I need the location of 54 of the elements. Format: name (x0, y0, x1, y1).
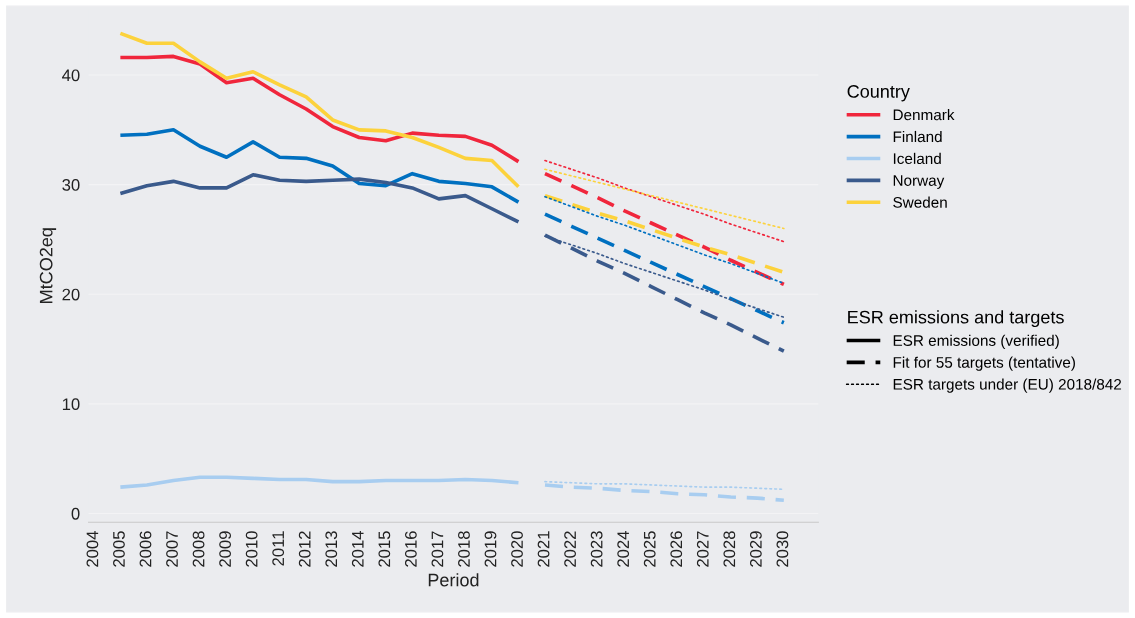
x-tick-label: 2017 (431, 531, 444, 567)
line-series (118, 31, 521, 189)
x-tick-label: 2025 (643, 531, 656, 567)
x-tick-label: 2030 (776, 531, 789, 567)
x-tick-label: 2027 (696, 531, 709, 567)
x-tick-label: 2009 (219, 531, 231, 567)
x-tick-label: 2018 (458, 531, 470, 567)
x-axis-title: Period (428, 573, 479, 587)
y-tick-label: 20 (62, 288, 80, 301)
legend-label: Sweden (893, 196, 947, 208)
y-axis-title: MtCO2eq (39, 228, 57, 303)
line-series (543, 171, 786, 287)
line-series (543, 483, 786, 503)
legend-label: ESR emissions (verified) (893, 334, 1059, 349)
x-tick-label: 2021 (537, 531, 550, 567)
y-tick-label: 0 (71, 507, 80, 520)
x-tick-label: 2019 (484, 531, 497, 567)
line-series (118, 128, 521, 204)
legend-label: Iceland (893, 152, 941, 165)
y-tick-label: 10 (62, 398, 80, 411)
legend-label: Norway (893, 175, 945, 189)
line-series (118, 54, 521, 164)
x-tick-label: 2024 (617, 531, 630, 567)
legend-label: Fit for 55 targets (tentative) (893, 356, 1075, 371)
x-tick-label: 2026 (670, 531, 683, 567)
x-tick-label: 2011 (272, 531, 285, 566)
line-series (118, 475, 521, 489)
x-tick-label: 2029 (749, 531, 762, 567)
x-tick-label: 2028 (723, 531, 736, 567)
legend-label: Denmark (893, 109, 955, 121)
x-tick-label: 2008 (192, 531, 205, 567)
x-tick-label: 2013 (325, 531, 338, 567)
y-tick-label: 40 (62, 69, 80, 82)
legend-label: ESR targets under (EU) 2018/842 (893, 378, 1122, 393)
line-series (118, 172, 521, 224)
x-tick-label: 2020 (511, 531, 523, 567)
x-tick-label: 2012 (298, 531, 311, 567)
text: ESR emissions and targets (848, 310, 1064, 328)
x-tick-label: 2014 (351, 531, 364, 567)
x-tick-label: 2004 (86, 531, 99, 567)
x-tick-label: 2016 (404, 531, 417, 567)
line-series (544, 168, 785, 230)
x-tick-label: 2005 (113, 531, 125, 567)
x-tick-label: 2010 (245, 531, 258, 567)
legend-label: Finland (893, 130, 942, 143)
x-tick-label: 2022 (564, 531, 576, 567)
x-tick-label: 2015 (378, 531, 391, 567)
text: Country (847, 85, 910, 102)
line-series (543, 212, 786, 325)
line-series (544, 159, 785, 243)
x-tick-label: 2023 (590, 531, 603, 567)
x-tick-label: 2006 (139, 531, 152, 567)
x-tick-label: 2007 (166, 531, 178, 567)
y-tick-label: 30 (62, 179, 80, 191)
